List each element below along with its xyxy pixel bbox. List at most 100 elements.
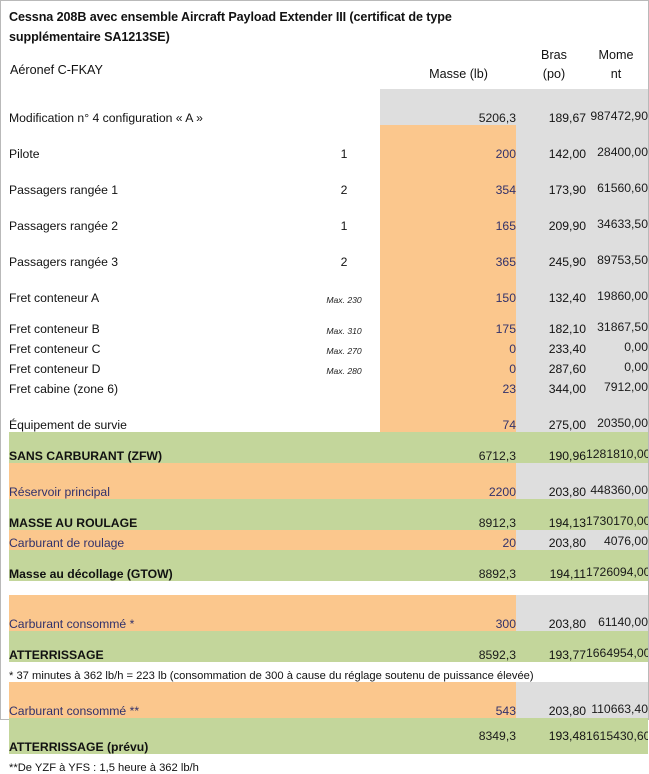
row-arm: 190,96 [516, 432, 586, 463]
row-max-note: Max. 230 [326, 295, 362, 305]
table-row-main-tank: Réservoir principal 2200 203,80 448360,0… [9, 463, 648, 499]
row-label: Masse au décollage (GTOW) [9, 550, 308, 581]
row-label: Fret conteneur D [9, 362, 101, 376]
row-mass-input[interactable]: 165 [380, 197, 516, 233]
row-qty [308, 718, 380, 754]
row-arm: 287,60 [516, 356, 586, 376]
row-arm: 173,90 [516, 161, 586, 197]
row-label: SANS CARBURANT (ZFW) [9, 432, 308, 463]
row-label: Passagers rangée 1 [9, 183, 119, 197]
row-mass-input[interactable]: 365 [380, 233, 516, 269]
row-qty [308, 595, 380, 631]
row-label: Passagers rangée 3 [9, 255, 119, 269]
row-label: Fret cabine (zone 6) [9, 382, 119, 396]
row-moment: 89753,50 [586, 233, 648, 269]
row-moment: 61560,60 [586, 161, 648, 197]
row-arm: 233,40 [516, 336, 586, 356]
row-label: Carburant de roulage [9, 530, 308, 550]
row-mass-input[interactable]: 200 [380, 125, 516, 161]
row-qty [308, 89, 380, 125]
column-header-arm-line-2: (po) [542, 67, 566, 81]
row-qty [308, 530, 380, 550]
row-arm: 194,13 [516, 499, 586, 530]
row-arm: 275,00 [516, 396, 586, 432]
row-arm: 194,11 [516, 550, 586, 581]
row-qty: 2 [340, 183, 348, 197]
table-row-fuel-burn-2: Carburant consommé ** 543 203,80 110663,… [9, 682, 648, 718]
row-max-note: Max. 280 [326, 366, 362, 376]
row-label: Fret conteneur B [9, 322, 100, 336]
row-moment: 448360,00 [586, 463, 648, 499]
table-row: Fret conteneur B Max. 310 175 182,10 318… [9, 305, 648, 336]
row-arm: 193,77 [516, 631, 586, 662]
table-row: Équipement de survie 74 275,00 20350,00 [9, 396, 648, 432]
row-mass-input[interactable]: 2200 [380, 463, 516, 499]
table-row-taxi-fuel: Carburant de roulage 20 203,80 4076,00 [9, 530, 648, 550]
table-row: Passagers rangée 3 2 365 245,90 89753,50 [9, 233, 648, 269]
row-qty: 1 [340, 147, 348, 161]
row-qty [308, 682, 380, 718]
row-max-note: Max. 270 [326, 346, 362, 356]
row-mass: 8892,3 [380, 550, 516, 581]
row-label: Équipement de survie [9, 418, 127, 432]
row-label: Passagers rangée 2 [9, 219, 119, 233]
row-label: Carburant consommé ** [9, 682, 308, 718]
row-moment: 1730170,00 [586, 499, 648, 530]
row-moment: 1664954,00 [586, 631, 648, 662]
column-header-moment-line-1: Mome [598, 48, 634, 62]
weight-balance-table: Modification n° 4 configuration « A » 52… [9, 89, 648, 774]
page-title-line-1: Cessna 208B avec ensemble Aircraft Paylo… [9, 10, 452, 24]
table-row-landing-1: ATTERRISSAGE 8592,3 193,77 1664954,00 [9, 631, 648, 662]
row-mass-input[interactable]: 150 [380, 269, 516, 305]
spacer-cell [586, 581, 648, 595]
row-mass-input[interactable]: 300 [380, 595, 516, 631]
row-mass-input[interactable]: 543 [380, 682, 516, 718]
row-moment: 1726094,00 [586, 550, 648, 581]
row-qty [308, 550, 380, 581]
row-mass: 8349,3 [380, 718, 516, 754]
column-header-mass: Masse (lb) [429, 67, 488, 81]
table-row: Fret conteneur C Max. 270 0 233,40 0,00 [9, 336, 648, 356]
row-arm: 203,80 [516, 463, 586, 499]
row-mass-input[interactable]: 74 [380, 396, 516, 432]
row-arm: 203,80 [516, 530, 586, 550]
table-row-total-zfw: SANS CARBURANT (ZFW) 6712,3 190,96 12818… [9, 432, 648, 463]
row-moment: 7912,00 [586, 376, 648, 396]
row-mass-input[interactable]: 23 [380, 376, 516, 396]
table-row: Fret cabine (zone 6) 23 344,00 7912,00 [9, 376, 648, 396]
row-mass-input[interactable]: 0 [380, 336, 516, 356]
table-row-total-taxi: MASSE AU ROULAGE 8912,3 194,13 1730170,0… [9, 499, 648, 530]
table-row-landing-2: ATTERRISSAGE (prévu) 8349,3 193,48 16154… [9, 718, 648, 754]
table-row-footnote-1: * 37 minutes à 362 lb/h = 223 lb (consom… [9, 662, 648, 682]
row-qty [308, 463, 380, 499]
row-mass: 8912,3 [380, 499, 516, 530]
row-mass-input[interactable]: 175 [380, 305, 516, 336]
table-row-fuel-burn-1: Carburant consommé * 300 203,80 61140,00 [9, 595, 648, 631]
column-header-arm: Bras (po) [523, 46, 585, 84]
row-label: ATTERRISSAGE [9, 631, 308, 662]
row-moment: 20350,00 [586, 396, 648, 432]
row-qty [308, 432, 380, 463]
spacer-cell [308, 581, 380, 595]
spacer-cell [9, 581, 308, 595]
row-label: Pilote [9, 147, 40, 161]
row-label: Carburant consommé * [9, 595, 308, 631]
row-qty [308, 376, 380, 396]
row-moment: 28400,00 [586, 125, 648, 161]
table-row: Passagers rangée 1 2 354 173,90 61560,60 [9, 161, 648, 197]
table-row-footnote-2: **De YZF à YFS : 1,5 heure à 362 lb/h [9, 754, 648, 774]
row-qty [308, 499, 380, 530]
row-mass-input[interactable]: 0 [380, 356, 516, 376]
spacer-cell [380, 581, 516, 595]
table-row: Pilote 1 200 142,00 28400,00 [9, 125, 648, 161]
row-arm: 245,90 [516, 233, 586, 269]
footnote-one: * 37 minutes à 362 lb/h = 223 lb (consom… [9, 662, 648, 682]
column-header-moment: Mome nt [587, 46, 645, 84]
row-label: ATTERRISSAGE (prévu) [9, 718, 308, 754]
row-mass-input[interactable]: 354 [380, 161, 516, 197]
row-moment: 1281810,00 [586, 432, 648, 463]
row-mass: 6712,3 [380, 432, 516, 463]
row-moment: 19860,00 [586, 269, 648, 305]
row-arm: 132,40 [516, 269, 586, 305]
row-mass-input[interactable]: 20 [380, 530, 516, 550]
